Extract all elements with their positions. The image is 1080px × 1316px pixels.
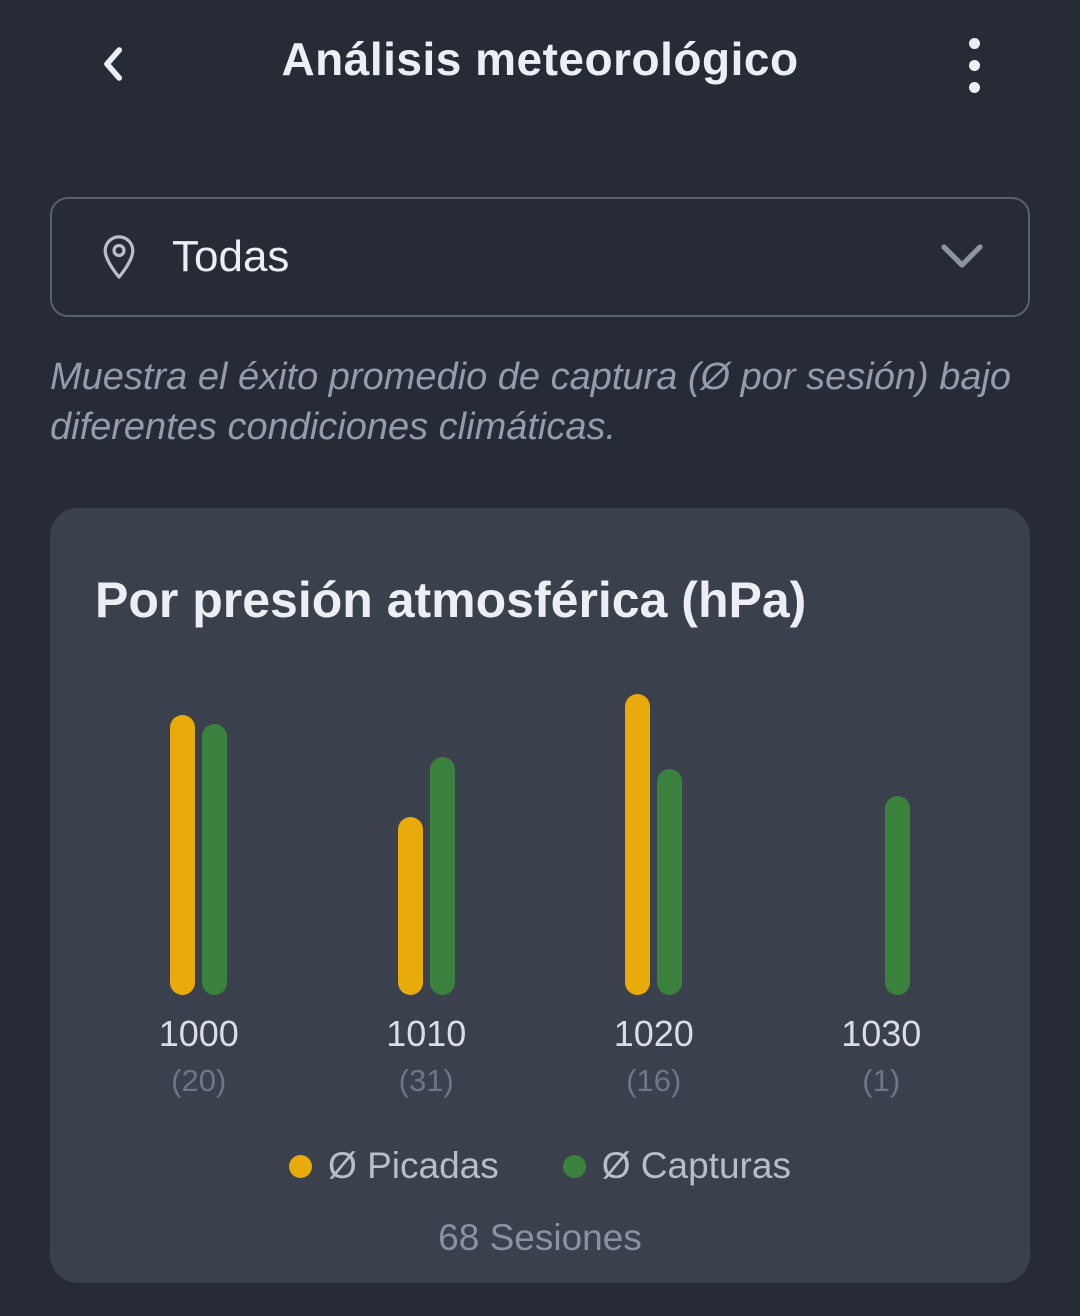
legend-item: Ø Picadas <box>289 1145 499 1187</box>
category-session-count: (31) <box>398 1063 454 1098</box>
category-session-count: (20) <box>171 1063 227 1098</box>
bar-picadas-1010 <box>397 817 423 995</box>
bar-pair <box>85 694 313 995</box>
bar-pair <box>768 694 996 995</box>
category-session-count: (16) <box>626 1063 682 1098</box>
location-filter-dropdown[interactable]: Todas <box>50 197 1030 317</box>
legend-label: Ø Capturas <box>601 1145 791 1186</box>
category-session-count: (1) <box>862 1063 901 1098</box>
sessions-total: 68 Sesiones <box>438 1217 642 1258</box>
overflow-menu-button[interactable] <box>950 34 998 96</box>
legend-dot-icon <box>289 1154 313 1178</box>
bar-group-1020: 1020 (16) <box>540 694 768 1099</box>
kebab-menu-icon <box>968 37 980 93</box>
bar-group-1030: 1030 (1) <box>768 694 996 1099</box>
bar-picadas-1000 <box>170 715 196 995</box>
location-pin-icon <box>96 230 142 284</box>
bar-picadas-1020 <box>625 694 651 995</box>
chart-legend: Ø Picadas Ø Capturas <box>85 1145 995 1187</box>
category-label: 1020 <box>613 1013 694 1054</box>
bar-capturas-1000 <box>202 724 228 995</box>
location-filter-value: Todas <box>172 232 290 281</box>
bar-capturas-1030 <box>884 796 910 995</box>
app-header: Análisis meteorológico <box>0 0 1080 130</box>
category-label: 1000 <box>158 1013 239 1054</box>
card-title: Por presión atmosférica (hPa) <box>95 572 807 628</box>
category-label: 1010 <box>386 1013 467 1054</box>
bar-group-1000: 1000 (20) <box>85 694 313 1099</box>
chevron-left-icon <box>93 40 135 88</box>
bar-pair <box>540 694 768 995</box>
bar-pair <box>313 694 541 995</box>
page-title: Análisis meteorológico <box>281 33 799 85</box>
bar-capturas-1010 <box>429 757 455 995</box>
chevron-down-icon <box>938 242 986 272</box>
back-button[interactable] <box>86 34 142 94</box>
chart-description: Muestra el éxito promedio de captura (Ø … <box>50 356 1012 448</box>
bar-capturas-1020 <box>657 769 683 995</box>
category-label: 1030 <box>841 1013 922 1054</box>
pressure-analysis-card: Por presión atmosférica (hPa) 1000 (20) 10… <box>50 508 1030 1283</box>
legend-item: Ø Capturas <box>562 1145 791 1187</box>
chart-groups: 1000 (20) 1010 (31) 1020 (16) 1030 (1) <box>85 694 995 1099</box>
bar-group-1010: 1010 (31) <box>313 694 541 1099</box>
legend-label: Ø Picadas <box>328 1145 499 1186</box>
legend-dot-icon <box>562 1154 586 1178</box>
